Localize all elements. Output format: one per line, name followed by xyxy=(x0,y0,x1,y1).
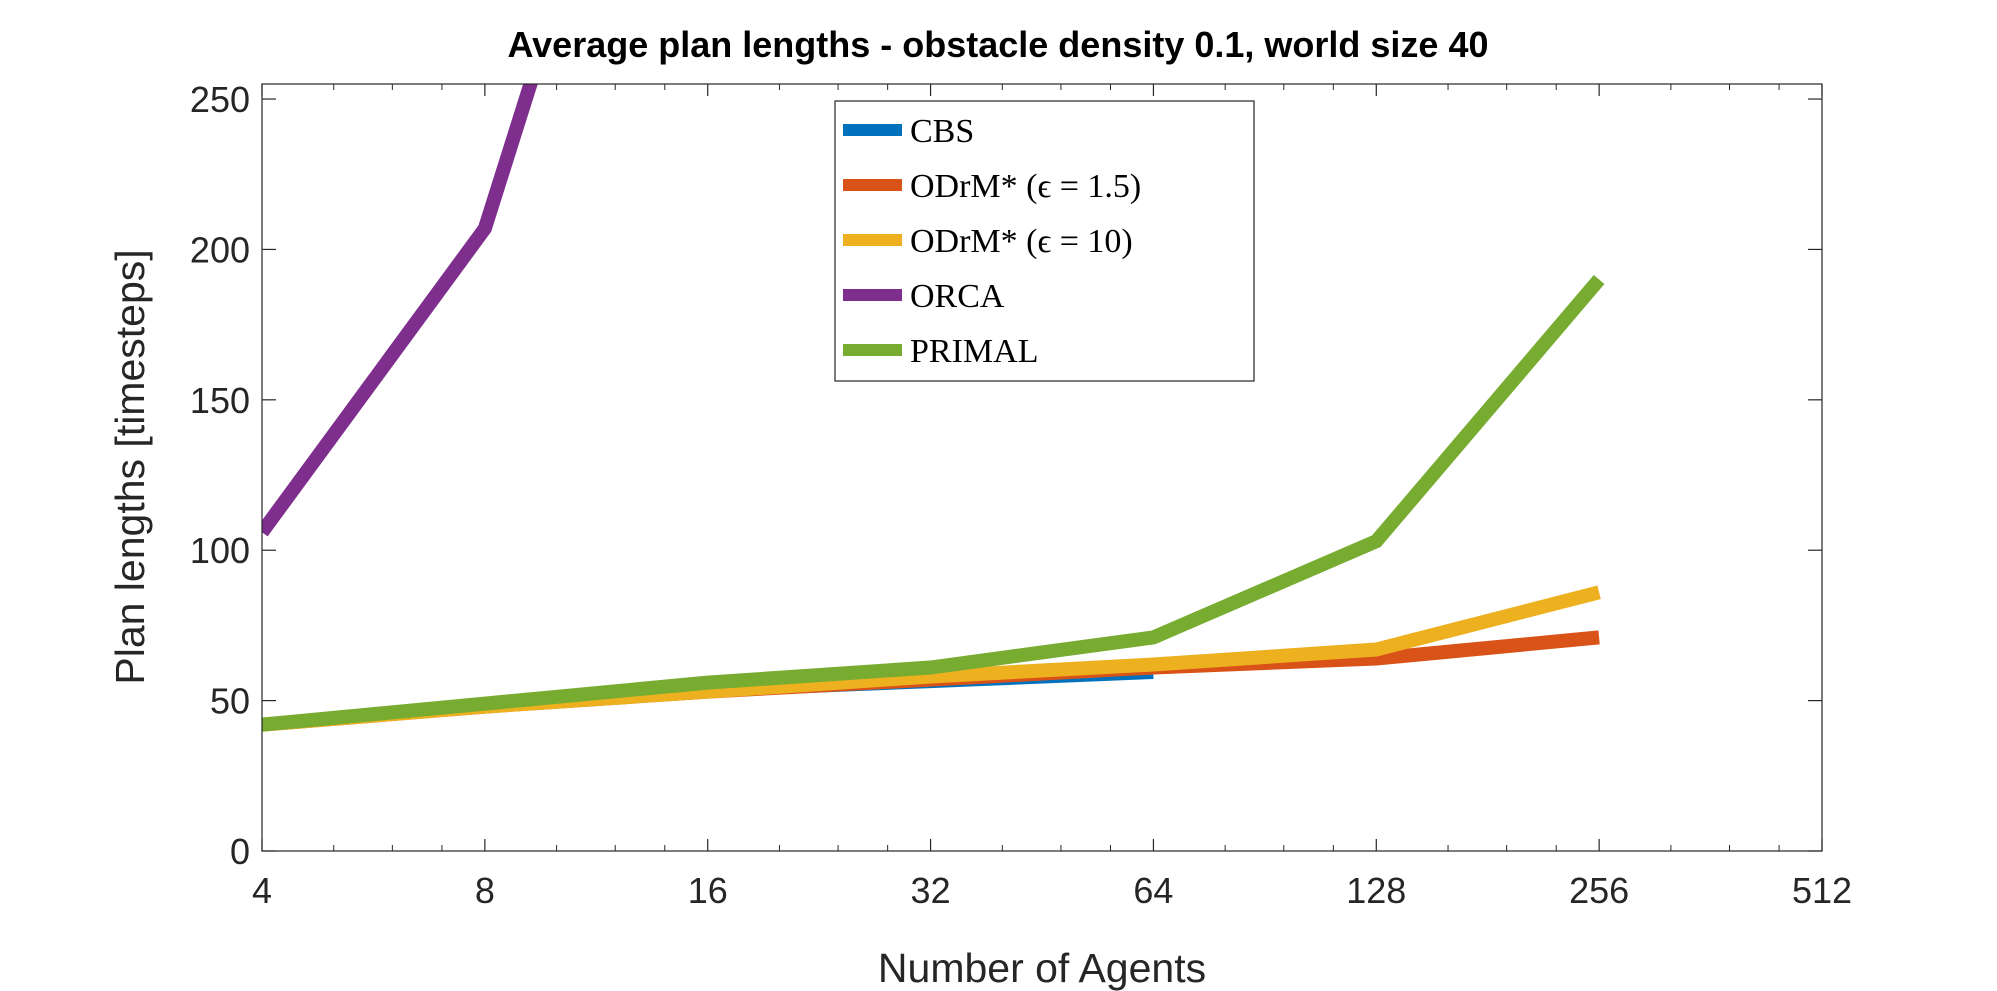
plot-frame xyxy=(261,83,1823,852)
legend-label: ODrM* (ϵ = 10) xyxy=(910,223,1133,260)
x-tick-label: 128 xyxy=(1346,870,1406,911)
y-tick-label: 250 xyxy=(190,79,250,120)
legend-box xyxy=(834,100,1255,382)
y-axis-label: Plan lengths [timesteps] xyxy=(107,249,153,684)
legend-label: PRIMAL xyxy=(910,333,1038,370)
x-tick-label: 32 xyxy=(911,870,951,911)
y-tick-label: 50 xyxy=(210,681,250,722)
series-layer xyxy=(262,84,1605,732)
series-line-4 xyxy=(262,84,538,537)
legend: CBS ODrM* (ϵ = 1.5) ODrM* (ϵ = 10) ORCA PRIM… xyxy=(834,100,1255,382)
ticks-layer: 4 8 16 32 64 128 256 512 0 50 100 150 200 250 xyxy=(190,79,1852,911)
y-tick-label: 150 xyxy=(190,380,250,421)
x-tick-label: 16 xyxy=(688,870,728,911)
x-axis-label: Number of Agents xyxy=(878,945,1206,991)
legend-label: ODrM* (ϵ = 1.5) xyxy=(910,168,1141,205)
chart-title: Average plan lengths - obstacle density … xyxy=(508,24,1489,65)
legend-label: CBS xyxy=(910,113,974,150)
x-tick-label: 64 xyxy=(1133,870,1173,911)
legend-label: ORCA xyxy=(910,278,1005,315)
y-tick-label: 100 xyxy=(190,530,250,571)
y-tick-label: 200 xyxy=(190,229,250,270)
x-tick-label: 256 xyxy=(1569,870,1629,911)
x-tick-label: 8 xyxy=(475,870,495,911)
series-line-5 xyxy=(262,274,1605,732)
x-tick-label: 512 xyxy=(1792,870,1852,911)
x-tick-label: 4 xyxy=(252,870,272,911)
y-tick-label: 0 xyxy=(230,831,250,872)
